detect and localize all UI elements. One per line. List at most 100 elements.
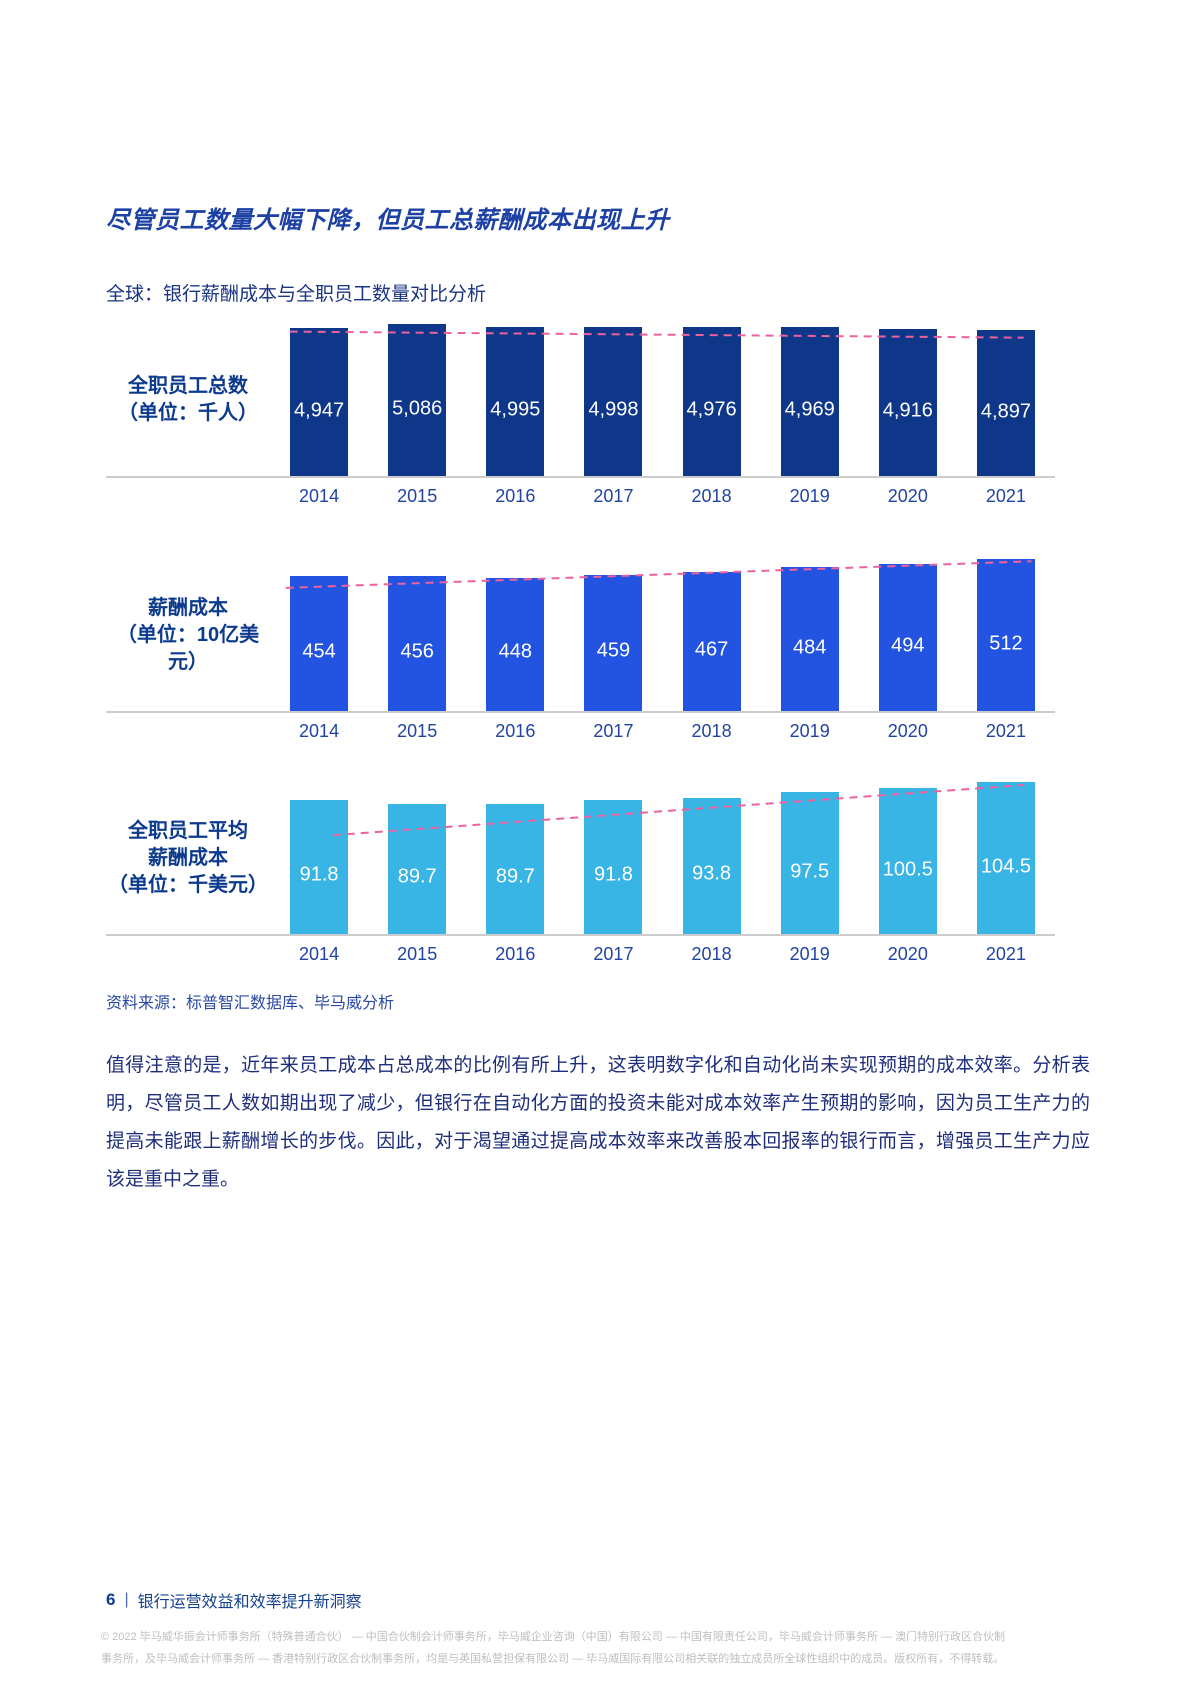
bar-2017: 4,998 <box>584 327 643 476</box>
bar-value-label: 93.8 <box>692 862 732 885</box>
years-row: 2014 2015 2016 2017 2018 2019 2020 2021 <box>106 478 1055 507</box>
chart-plot: 454 456 448 459 467 484 494 512 <box>270 559 1055 711</box>
chart-label-line: 全职员工总数 <box>128 375 248 397</box>
chart-label-line: 薪酬成本 <box>148 846 228 869</box>
year-label: 2019 <box>789 944 830 964</box>
chart-body: 全职员工总数 （单位：千人） 4,947 5,086 4,995 4,998 4,976 4,… <box>106 324 1055 478</box>
bar-column: 448 <box>466 578 564 711</box>
bar-2015: 456 <box>388 576 447 711</box>
bar-column: 100.5 <box>859 788 957 934</box>
bar-2020: 100.5 <box>878 788 937 934</box>
chart-plot: 4,947 5,086 4,995 4,998 4,976 4,969 4,916 4,897 <box>270 324 1055 476</box>
year-label: 2019 <box>789 486 830 506</box>
bar-value-label: 4,916 <box>882 399 933 422</box>
bar-2019: 97.5 <box>780 792 839 934</box>
bar-value-label: 512 <box>989 632 1023 655</box>
page-footer: 6 | 银行运营效益和效率提升新洞察 <box>106 1588 362 1612</box>
chart-label-line: 薪酬成本 <box>148 596 228 619</box>
bar-column: 97.5 <box>761 792 859 934</box>
charts-container: 全职员工总数 （单位：千人） 4,947 5,086 4,995 4,998 4,976 4,… <box>106 324 1055 965</box>
chart-section-title: 全球：银行薪酬成本与全职员工数量对比分析 <box>106 284 487 305</box>
bar-2016: 448 <box>486 578 545 711</box>
label-spacer <box>106 478 270 507</box>
year-label: 2016 <box>495 944 536 964</box>
copyright-line-1: © 2022 毕马威华振会计师事务所（特殊普通合伙） — 中国合伙制会计师事务所… <box>101 1631 1006 1643</box>
bar-2017: 91.8 <box>584 800 643 934</box>
bar-value-label: 89.7 <box>397 865 437 888</box>
year-label: 2016 <box>495 486 536 506</box>
bar-value-label: 4,897 <box>980 400 1031 423</box>
chart-label-line: （单位：千美元） <box>108 873 268 896</box>
year-label: 2018 <box>691 721 732 741</box>
bar-column: 454 <box>270 576 368 711</box>
bar-2015: 89.7 <box>388 804 447 934</box>
year-label: 2018 <box>691 486 732 506</box>
bar-value-label: 4,969 <box>784 398 835 421</box>
bar-2016: 4,995 <box>486 327 545 476</box>
year-label: 2021 <box>985 721 1026 741</box>
page-title: 尽管员工数量大幅下降，但员工总薪酬成本出现上升 <box>106 207 670 234</box>
bar-2019: 4,969 <box>780 327 839 476</box>
year-label: 2017 <box>593 721 634 741</box>
page-content: 尽管员工数量大幅下降，但员工总薪酬成本出现上升 全球：银行薪酬成本与全职员工数量… <box>106 207 1090 1190</box>
bar-column: 89.7 <box>466 804 564 934</box>
year-label: 2021 <box>985 486 1026 506</box>
chart-body: 薪酬成本 （单位：10亿美元） 454 456 448 459 467 484 494 512 <box>106 559 1055 713</box>
bar-value-label: 459 <box>596 639 631 662</box>
year-label: 2020 <box>887 486 928 506</box>
bar-2014: 4,947 <box>290 328 349 476</box>
year-label: 2020 <box>887 721 928 741</box>
bar-value-label: 456 <box>400 640 434 663</box>
bar-2018: 467 <box>682 572 741 711</box>
bar-value-label: 91.8 <box>593 863 633 886</box>
bar-column: 4,916 <box>859 329 957 476</box>
bar-2018: 4,976 <box>682 327 741 476</box>
bar-value-label: 91.8 <box>299 863 339 886</box>
bar-column: 4,897 <box>957 330 1055 476</box>
chart-2: 薪酬成本 （单位：10亿美元） 454 456 448 459 467 484 494 512 20… <box>106 559 1055 742</box>
year-label: 2017 <box>593 944 634 964</box>
bar-2016: 89.7 <box>486 804 545 934</box>
source-note: 资料来源：标普智汇数据库、毕马威分析 <box>106 995 395 1012</box>
bar-2020: 494 <box>878 564 937 711</box>
year-label: 2014 <box>299 944 340 964</box>
bar-value-label: 4,998 <box>588 398 639 421</box>
year-label: 2015 <box>397 944 438 964</box>
bar-value-label: 89.7 <box>495 865 535 888</box>
year-label: 2018 <box>691 944 732 964</box>
body-paragraph: 值得注意的是，近年来员工成本占总成本的比例有所上升，这表明数字化和自动化尚未实现… <box>106 1055 1090 1190</box>
footer-separator: | <box>124 1591 129 1608</box>
bar-column: 5,086 <box>368 324 466 476</box>
year-label: 2014 <box>299 721 340 741</box>
year-label: 2017 <box>593 486 634 506</box>
bar-2018: 93.8 <box>682 798 741 934</box>
chart-axis-label: 全职员工总数 （单位：千人） <box>106 324 270 476</box>
bar-column: 512 <box>957 559 1055 711</box>
chart-axis-label: 全职员工平均 薪酬成本 （单位：千美元） <box>106 782 270 934</box>
bar-value-label: 454 <box>302 640 336 663</box>
bar-2014: 91.8 <box>290 800 349 934</box>
bars-group: 4,947 5,086 4,995 4,998 4,976 4,969 4,916 4,897 <box>270 324 1055 476</box>
bar-2021: 104.5 <box>976 782 1035 934</box>
chart-body: 全职员工平均 薪酬成本 （单位：千美元） 91.8 89.7 89.7 91.8 93.8 97… <box>106 782 1055 936</box>
bar-column: 91.8 <box>270 800 368 934</box>
bar-column: 467 <box>663 572 761 711</box>
bar-2021: 4,897 <box>976 330 1035 476</box>
chart-label-line: 全职员工平均 <box>128 819 248 842</box>
bar-value-label: 104.5 <box>980 855 1031 878</box>
bar-value-label: 484 <box>793 636 827 659</box>
bar-column: 4,998 <box>564 327 662 476</box>
bar-column: 4,976 <box>663 327 761 476</box>
bar-value-label: 100.5 <box>882 858 933 881</box>
bar-value-label: 4,947 <box>294 399 345 422</box>
bar-column: 4,995 <box>466 327 564 476</box>
year-label: 2016 <box>495 721 536 741</box>
chart-plot: 91.8 89.7 89.7 91.8 93.8 97.5 100.5 104.5 <box>270 782 1055 934</box>
year-label: 2015 <box>397 486 438 506</box>
label-spacer <box>106 936 270 965</box>
bars-group: 91.8 89.7 89.7 91.8 93.8 97.5 100.5 104.5 <box>270 782 1055 934</box>
years-group: 2014 2015 2016 2017 2018 2019 2020 2021 <box>270 478 1055 507</box>
label-spacer <box>106 713 270 742</box>
chart-1: 全职员工总数 （单位：千人） 4,947 5,086 4,995 4,998 4,976 4,… <box>106 324 1055 507</box>
bar-column: 484 <box>761 567 859 711</box>
